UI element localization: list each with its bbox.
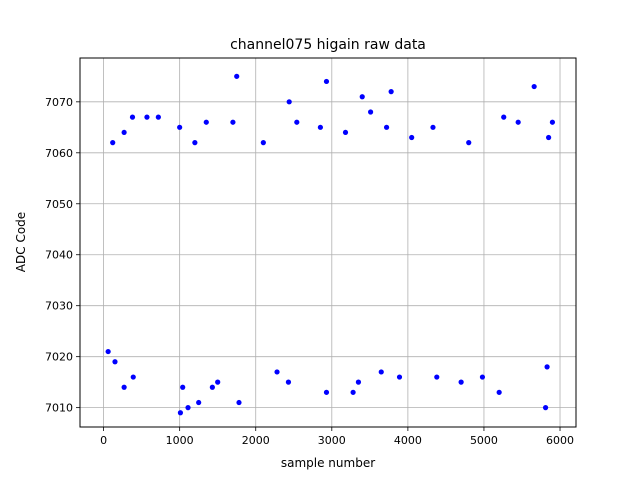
data-point bbox=[234, 73, 240, 79]
data-point bbox=[544, 364, 550, 370]
data-point bbox=[542, 405, 549, 411]
data-point bbox=[479, 374, 486, 380]
y-tick-label: 7050 bbox=[45, 198, 73, 211]
x-tick-label: 1000 bbox=[166, 434, 194, 447]
x-tick-label: 4000 bbox=[394, 434, 422, 447]
data-point bbox=[350, 389, 356, 395]
data-point bbox=[129, 114, 136, 120]
data-point bbox=[355, 379, 362, 385]
data-point bbox=[458, 379, 464, 385]
data-point bbox=[144, 114, 150, 120]
data-point bbox=[285, 379, 292, 385]
data-point bbox=[260, 140, 266, 146]
data-point bbox=[274, 369, 280, 375]
y-tick-label: 7010 bbox=[45, 402, 73, 415]
data-point bbox=[130, 374, 136, 380]
x-tick-label: 6000 bbox=[546, 434, 574, 447]
data-point bbox=[110, 140, 116, 146]
data-point bbox=[323, 78, 330, 85]
chart-title: channel075 higain raw data bbox=[230, 37, 426, 53]
data-point bbox=[396, 374, 403, 380]
data-point bbox=[501, 114, 507, 120]
data-point bbox=[215, 379, 221, 385]
data-point bbox=[121, 129, 127, 136]
x-axis-label: sample number bbox=[281, 456, 375, 470]
data-point bbox=[121, 384, 127, 390]
data-point bbox=[430, 124, 436, 130]
y-tick-label: 7020 bbox=[45, 351, 73, 364]
data-point bbox=[286, 99, 292, 105]
data-point bbox=[496, 389, 502, 395]
data-point bbox=[155, 114, 161, 120]
data-point bbox=[342, 129, 349, 136]
data-point bbox=[112, 359, 118, 365]
data-point bbox=[185, 405, 191, 411]
x-tick-label: 3000 bbox=[318, 434, 346, 447]
x-axis: 0 1000 2000 3000 4000 5000 6000 bbox=[100, 427, 574, 447]
grid bbox=[80, 58, 576, 427]
data-point bbox=[196, 399, 202, 406]
y-tick-label: 7040 bbox=[45, 249, 73, 262]
y-tick-label: 7070 bbox=[45, 96, 73, 109]
y-axis-label: ADC Code bbox=[14, 212, 28, 272]
x-tick-label: 2000 bbox=[242, 434, 270, 447]
data-point bbox=[515, 119, 521, 125]
scatter-points bbox=[105, 73, 556, 416]
y-axis: 7010 7020 7030 7040 7050 7060 7070 bbox=[45, 96, 80, 415]
data-point bbox=[209, 384, 215, 390]
x-tick-label: 0 bbox=[100, 434, 107, 447]
data-point bbox=[466, 140, 472, 146]
data-point bbox=[105, 348, 111, 355]
y-tick-label: 7030 bbox=[45, 300, 73, 313]
data-point bbox=[323, 389, 330, 395]
data-point bbox=[531, 83, 537, 90]
data-point bbox=[359, 94, 365, 100]
x-tick-label: 5000 bbox=[470, 434, 498, 447]
data-point bbox=[203, 119, 209, 125]
y-tick-label: 7060 bbox=[45, 147, 73, 160]
data-point bbox=[549, 119, 556, 125]
data-point bbox=[383, 124, 390, 130]
data-point bbox=[546, 134, 552, 141]
plot-frame bbox=[79, 57, 577, 428]
data-point bbox=[368, 109, 374, 115]
data-point bbox=[177, 410, 184, 416]
data-point bbox=[317, 124, 323, 130]
data-point bbox=[409, 134, 415, 141]
data-point bbox=[180, 384, 186, 390]
data-point bbox=[192, 140, 198, 146]
data-point bbox=[294, 119, 300, 125]
data-point bbox=[236, 399, 242, 406]
data-point bbox=[434, 374, 440, 380]
data-point bbox=[177, 124, 183, 130]
data-point bbox=[378, 369, 384, 375]
data-point bbox=[230, 119, 236, 125]
data-point bbox=[388, 89, 394, 95]
